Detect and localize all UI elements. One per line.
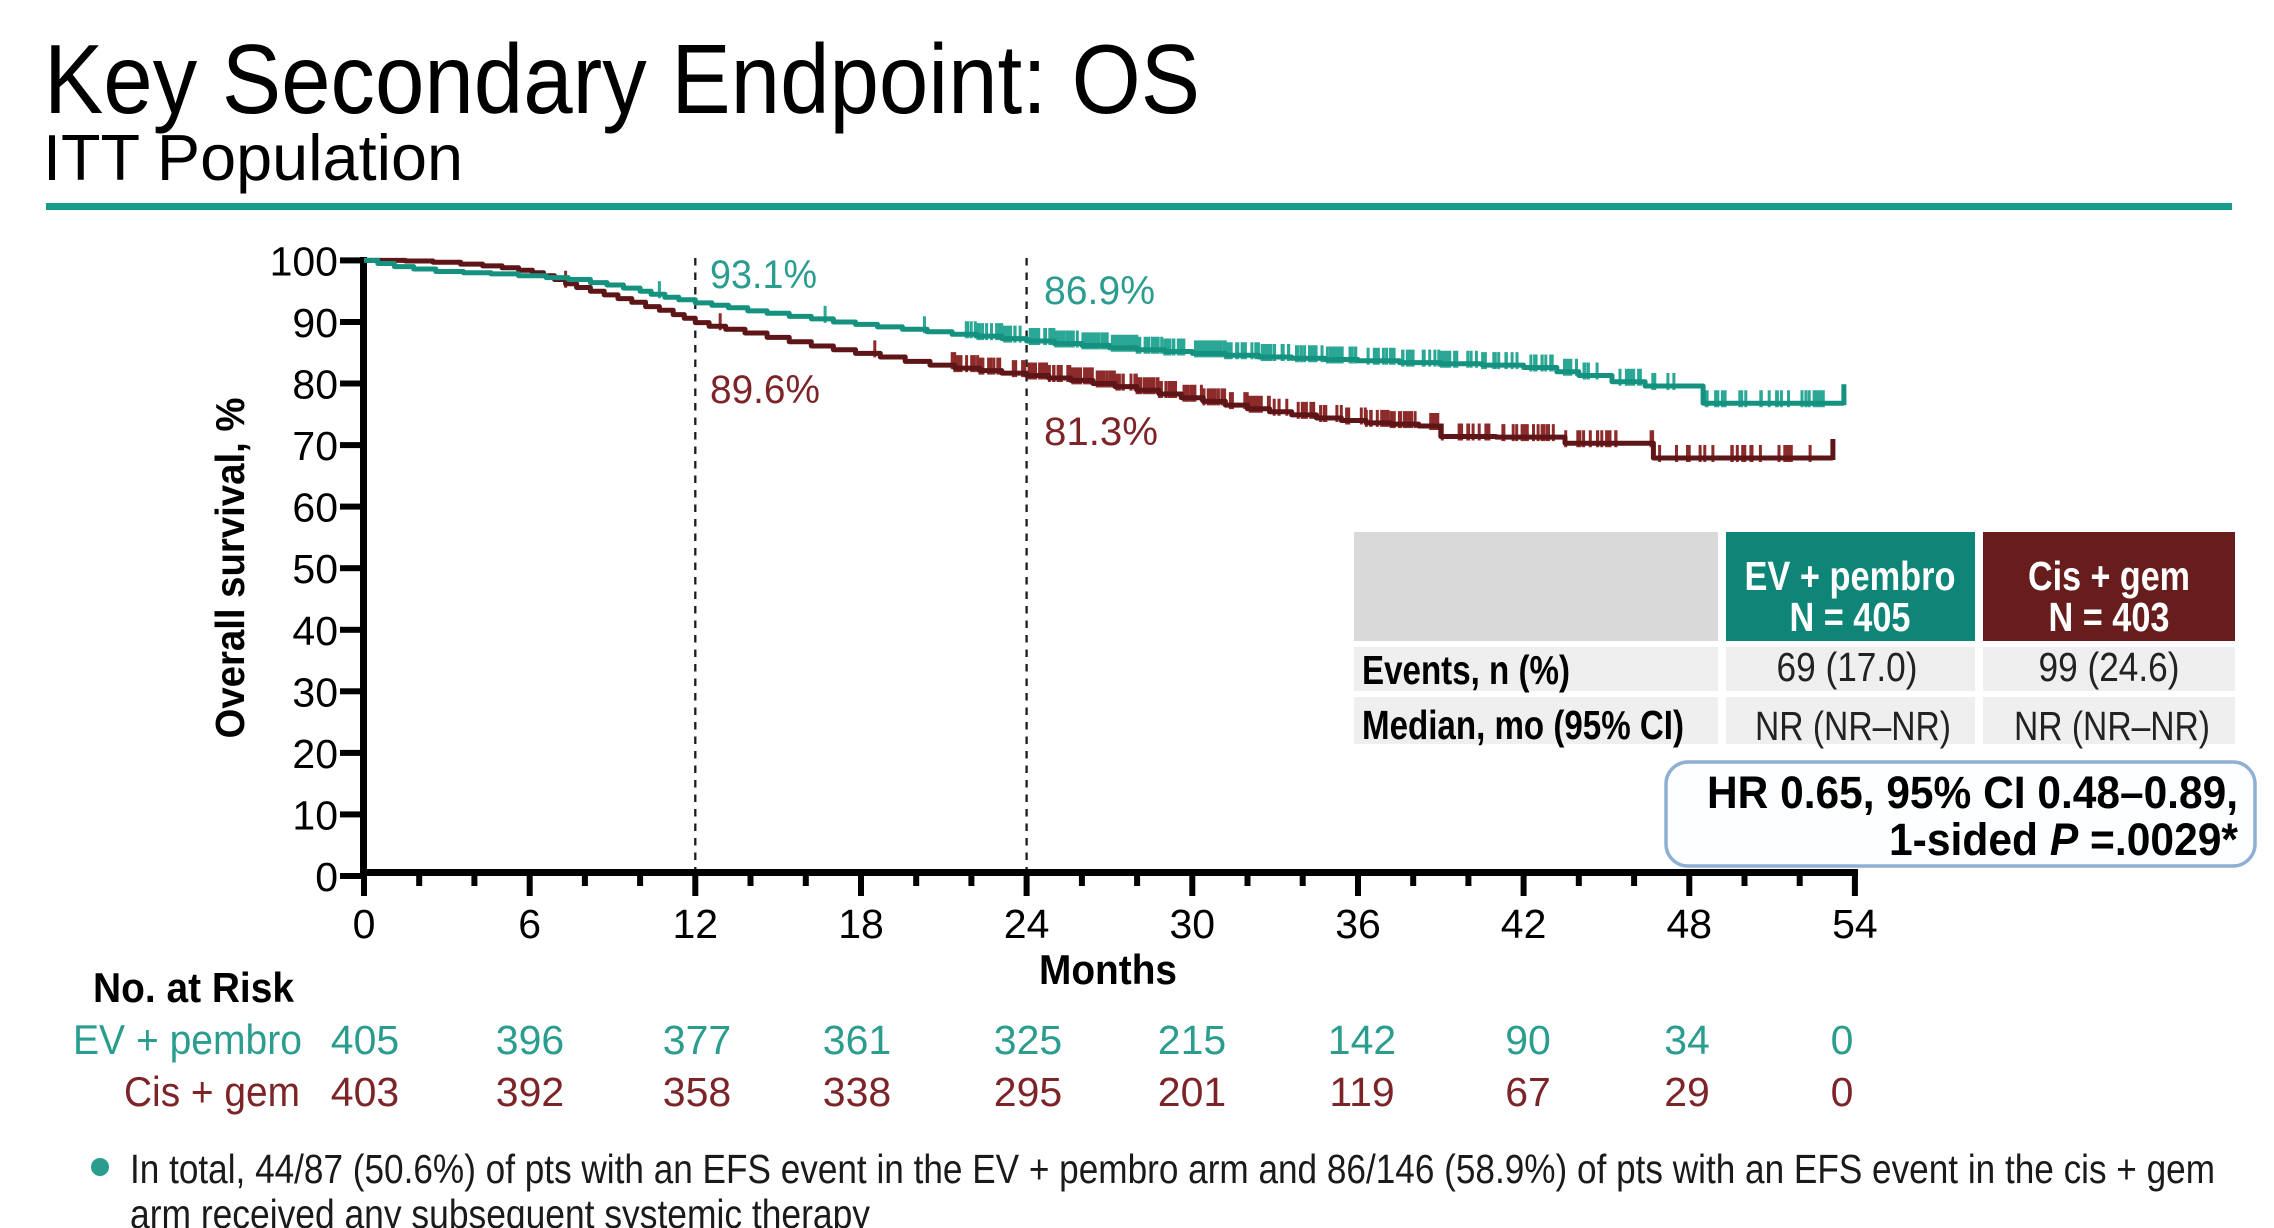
svg-text:201: 201 [1158, 1069, 1226, 1115]
svg-text:54: 54 [1832, 901, 1878, 947]
svg-text:42: 42 [1501, 901, 1547, 947]
svg-text:361: 361 [823, 1017, 891, 1063]
svg-text:89.6%: 89.6% [710, 368, 820, 412]
svg-text:325: 325 [994, 1017, 1062, 1063]
svg-text:100: 100 [270, 238, 338, 284]
svg-text:12: 12 [672, 901, 718, 947]
svg-text:93.1%: 93.1% [710, 253, 817, 297]
svg-text:396: 396 [496, 1017, 564, 1063]
svg-text:10: 10 [292, 792, 338, 838]
svg-text:86.9%: 86.9% [1044, 269, 1155, 313]
svg-text:81.3%: 81.3% [1044, 410, 1158, 454]
svg-text:36: 36 [1335, 901, 1381, 947]
svg-text:6: 6 [518, 901, 541, 947]
svg-text:0: 0 [315, 854, 338, 900]
svg-text:Events, n (%): Events, n (%) [1362, 647, 1570, 693]
svg-text:In total, 44/87 (50.6%) of pts: In total, 44/87 (50.6%) of pts with an E… [130, 1146, 2215, 1192]
svg-text:405: 405 [331, 1017, 399, 1063]
svg-text:69 (17.0): 69 (17.0) [1777, 644, 1918, 690]
svg-text:358: 358 [663, 1069, 731, 1115]
svg-text:Cis + gem: Cis + gem [2028, 553, 2190, 599]
svg-text:0: 0 [353, 901, 376, 947]
svg-text:0: 0 [1831, 1017, 1854, 1063]
svg-text:N = 405: N = 405 [1790, 594, 1911, 640]
svg-text:30: 30 [1169, 901, 1215, 947]
svg-text:338: 338 [823, 1069, 891, 1115]
svg-text:403: 403 [331, 1069, 399, 1115]
svg-text:Months: Months [1039, 946, 1177, 993]
svg-text:20: 20 [292, 731, 338, 777]
svg-text:215: 215 [1158, 1017, 1226, 1063]
svg-text:34: 34 [1664, 1017, 1710, 1063]
svg-text:377: 377 [663, 1017, 731, 1063]
svg-text:HR 0.65, 95% CI 0.48–0.89,: HR 0.65, 95% CI 0.48–0.89, [1707, 767, 2238, 818]
svg-text:90: 90 [1505, 1017, 1551, 1063]
svg-text:295: 295 [994, 1069, 1062, 1115]
svg-text:392: 392 [496, 1069, 564, 1115]
svg-text:Cis + gem: Cis + gem [124, 1068, 300, 1115]
svg-text:90: 90 [292, 300, 338, 346]
svg-text:29: 29 [1664, 1069, 1710, 1115]
svg-text:142: 142 [1328, 1017, 1396, 1063]
svg-text:0: 0 [1831, 1069, 1854, 1115]
svg-text:N = 403: N = 403 [2049, 594, 2170, 640]
svg-text:99 (24.6): 99 (24.6) [2039, 644, 2180, 690]
svg-text:NR (NR–NR): NR (NR–NR) [1755, 703, 1951, 749]
svg-text:60: 60 [292, 485, 338, 531]
svg-text:Overall survival, %: Overall survival, % [207, 398, 253, 739]
svg-text:EV + pembro: EV + pembro [73, 1016, 302, 1063]
svg-text:67: 67 [1505, 1069, 1551, 1115]
svg-text:50: 50 [292, 546, 338, 592]
svg-text:EV + pembro: EV + pembro [1745, 553, 1956, 599]
svg-text:18: 18 [838, 901, 884, 947]
svg-text:NR (NR–NR): NR (NR–NR) [2014, 703, 2210, 749]
svg-text:arm received any subsequent sy: arm received any subsequent systemic the… [130, 1191, 870, 1228]
svg-text:30: 30 [292, 669, 338, 715]
svg-text:No. at Risk: No. at Risk [93, 964, 295, 1011]
svg-text:40: 40 [292, 608, 338, 654]
svg-text:70: 70 [292, 423, 338, 469]
svg-text:119: 119 [1329, 1069, 1394, 1115]
svg-text:Key Secondary Endpoint: OS: Key Secondary Endpoint: OS [44, 24, 1200, 134]
svg-text:ITT Population: ITT Population [43, 121, 463, 194]
svg-text:80: 80 [292, 362, 338, 408]
svg-text:1-sided P =.0029*: 1-sided P =.0029* [1889, 814, 2238, 865]
svg-text:48: 48 [1666, 901, 1712, 947]
svg-text:Median, mo (95% CI): Median, mo (95% CI) [1362, 702, 1684, 748]
svg-text:24: 24 [1004, 901, 1050, 947]
